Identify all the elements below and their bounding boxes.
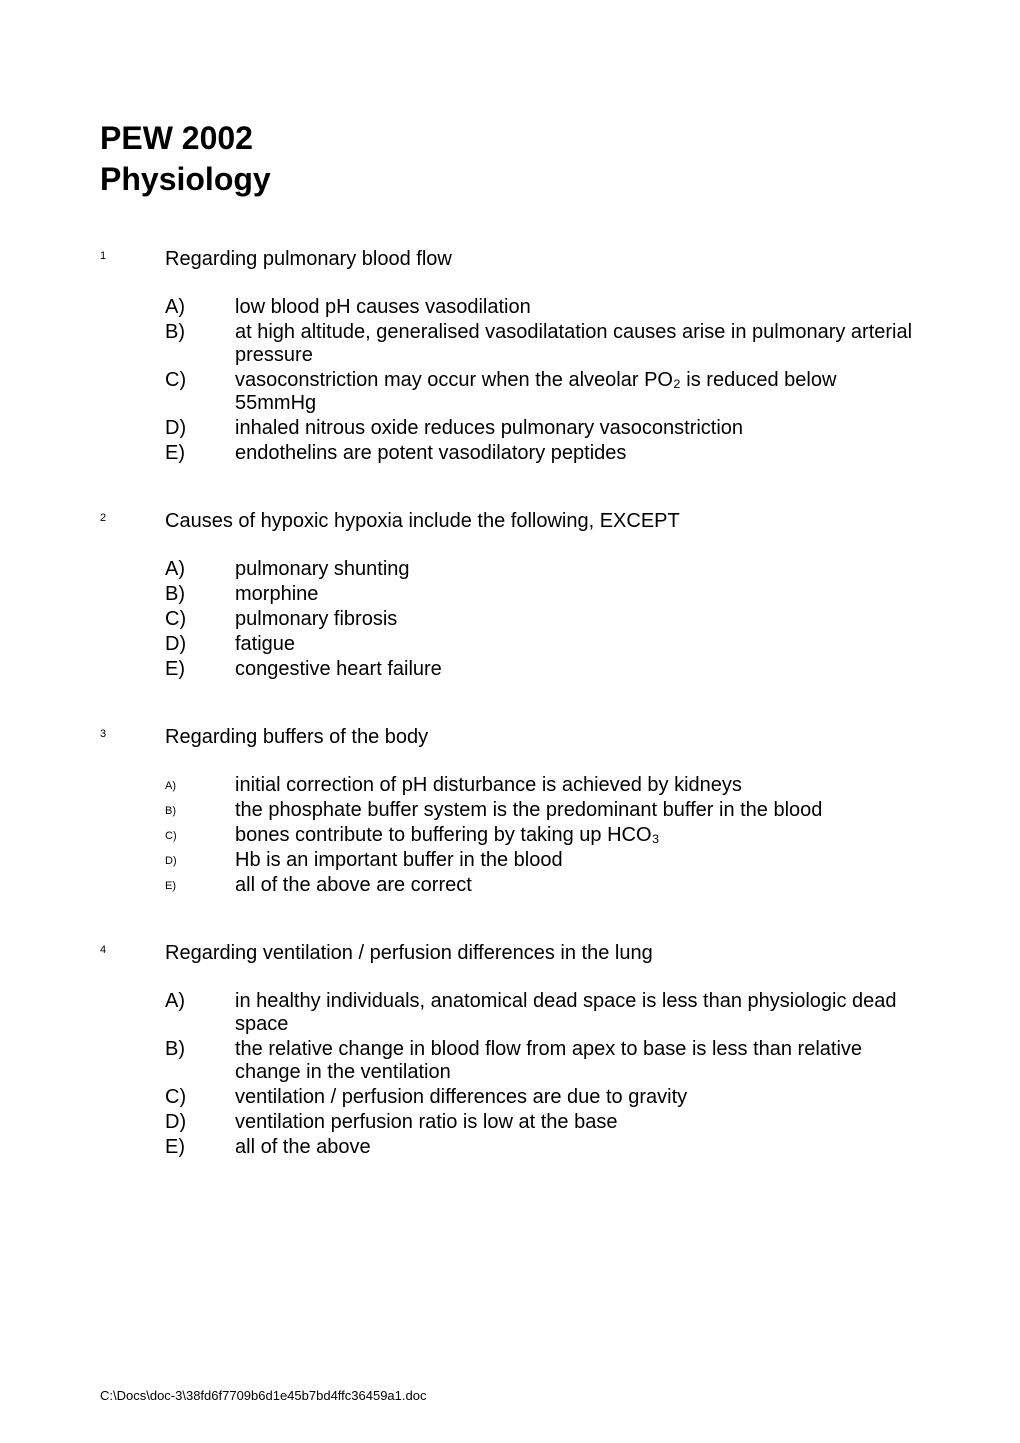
questions-container: 1Regarding pulmonary blood flowA)low blo… (100, 248, 920, 1159)
question-text: Regarding buffers of the body (165, 726, 428, 749)
footer-path: C:\Docs\doc-3\38fd6f7709b6d1e45b7bd4ffc3… (100, 1388, 426, 1403)
option-text: initial correction of pH disturbance is … (235, 774, 920, 797)
option-row: C)vasoconstriction may occur when the al… (100, 369, 920, 415)
option-text: pulmonary shunting (235, 558, 920, 581)
option-text: all of the above are correct (235, 874, 920, 897)
option-label: A) (165, 774, 235, 792)
option-label: E) (165, 874, 235, 892)
option-text: at high altitude, generalised vasodilata… (235, 321, 920, 367)
option-label: B) (165, 583, 235, 606)
option-row: A)in healthy individuals, anatomical dea… (100, 990, 920, 1036)
option-text: the relative change in blood flow from a… (235, 1038, 920, 1084)
option-label: D) (165, 849, 235, 867)
option-text: bones contribute to buffering by taking … (235, 824, 920, 847)
question-header: 2Causes of hypoxic hypoxia include the f… (100, 510, 920, 533)
question-header: 4Regarding ventilation / perfusion diffe… (100, 942, 920, 965)
option-row: A)pulmonary shunting (100, 558, 920, 581)
question-block: 3Regarding buffers of the body A)initial … (100, 726, 920, 897)
document-title: PEW 2002 (100, 120, 920, 157)
option-row: D)inhaled nitrous oxide reduces pulmonar… (100, 417, 920, 440)
option-text: fatigue (235, 633, 920, 656)
question-number: 2 (100, 510, 165, 524)
question-header: 3Regarding buffers of the body (100, 726, 920, 749)
option-row: D)Hb is an important buffer in the blood (100, 849, 920, 872)
option-row: C)pulmonary fibrosis (100, 608, 920, 631)
option-row: E)all of the above (100, 1136, 920, 1159)
option-text: Hb is an important buffer in the blood (235, 849, 920, 872)
option-label: C) (165, 1086, 235, 1109)
option-text: ventilation perfusion ratio is low at th… (235, 1111, 920, 1134)
question-number: 4 (100, 942, 165, 956)
option-label: B) (165, 1038, 235, 1061)
option-row: D)ventilation perfusion ratio is low at … (100, 1111, 920, 1134)
option-row: E)all of the above are correct (100, 874, 920, 897)
option-label: E) (165, 658, 235, 681)
question-number: 1 (100, 248, 165, 262)
option-text: ventilation / perfusion differences are … (235, 1086, 920, 1109)
option-label: E) (165, 442, 235, 465)
option-label: C) (165, 608, 235, 631)
option-text: vasoconstriction may occur when the alve… (235, 369, 920, 415)
question-text: Causes of hypoxic hypoxia include the fo… (165, 510, 680, 533)
option-row: E)congestive heart failure (100, 658, 920, 681)
option-row: B)morphine (100, 583, 920, 606)
question-block: 2Causes of hypoxic hypoxia include the f… (100, 510, 920, 681)
option-label: D) (165, 417, 235, 440)
option-text: inhaled nitrous oxide reduces pulmonary … (235, 417, 920, 440)
option-label: B) (165, 321, 235, 344)
option-row: A)low blood pH causes vasodilation (100, 296, 920, 319)
option-row: B)at high altitude, generalised vasodila… (100, 321, 920, 367)
question-block: 4Regarding ventilation / perfusion diffe… (100, 942, 920, 1159)
question-text: Regarding ventilation / perfusion differ… (165, 942, 653, 965)
question-block: 1Regarding pulmonary blood flow A)low blo… (100, 248, 920, 465)
option-row: C)ventilation / perfusion differences ar… (100, 1086, 920, 1109)
option-label: D) (165, 1111, 235, 1134)
option-label: C) (165, 369, 235, 392)
option-label: B) (165, 799, 235, 817)
option-text: morphine (235, 583, 920, 606)
option-label: A) (165, 558, 235, 581)
question-text: Regarding pulmonary blood flow (165, 248, 452, 271)
option-text: pulmonary fibrosis (235, 608, 920, 631)
option-row: B)the phosphate buffer system is the pre… (100, 799, 920, 822)
option-text: low blood pH causes vasodilation (235, 296, 920, 319)
option-row: A)initial correction of pH disturbance i… (100, 774, 920, 797)
option-label: A) (165, 990, 235, 1013)
option-text: all of the above (235, 1136, 920, 1159)
option-text: the phosphate buffer system is the predo… (235, 799, 920, 822)
option-label: C) (165, 824, 235, 842)
option-text: in healthy individuals, anatomical dead … (235, 990, 920, 1036)
option-row: C)bones contribute to buffering by takin… (100, 824, 920, 847)
question-number: 3 (100, 726, 165, 740)
option-text: endothelins are potent vasodilatory pept… (235, 442, 920, 465)
option-row: B)the relative change in blood flow from… (100, 1038, 920, 1084)
document-subtitle: Physiology (100, 161, 920, 198)
option-text: congestive heart failure (235, 658, 920, 681)
option-label: D) (165, 633, 235, 656)
option-label: A) (165, 296, 235, 319)
option-row: E)endothelins are potent vasodilatory pe… (100, 442, 920, 465)
option-label: E) (165, 1136, 235, 1159)
question-header: 1Regarding pulmonary blood flow (100, 248, 920, 271)
option-row: D)fatigue (100, 633, 920, 656)
